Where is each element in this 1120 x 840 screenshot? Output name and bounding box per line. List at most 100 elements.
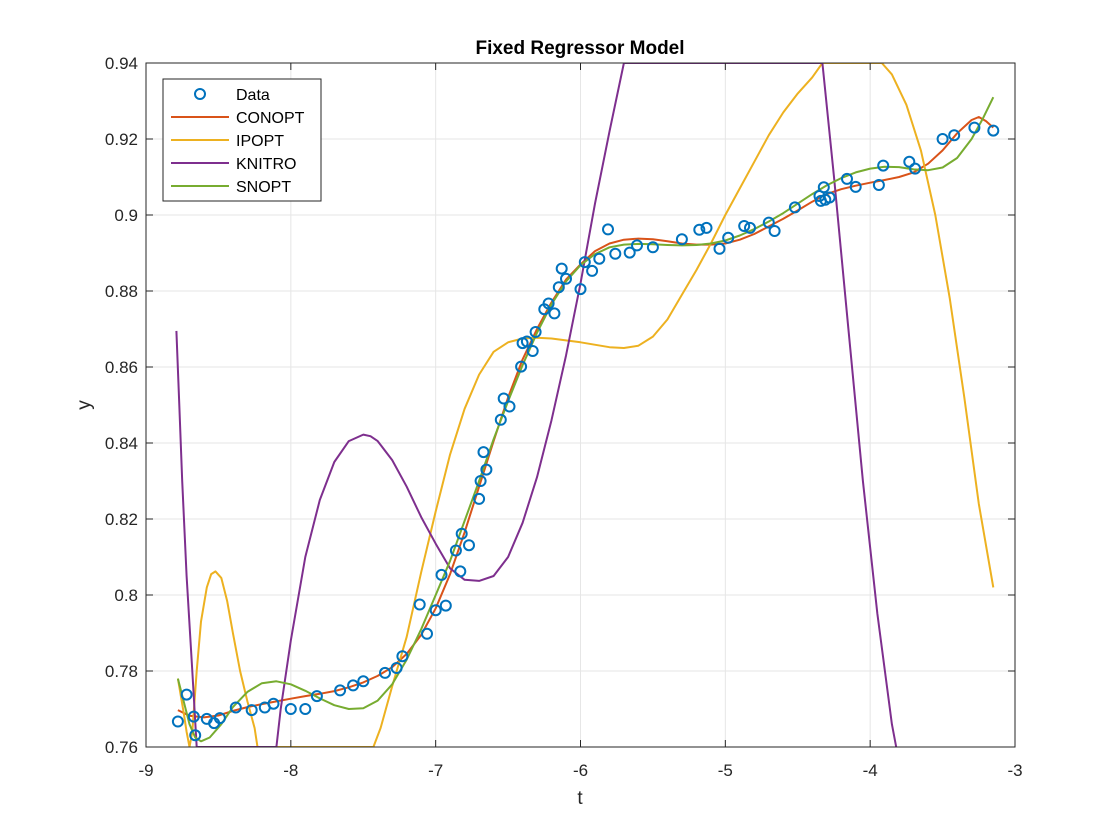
data-point	[310, 690, 323, 703]
data-point	[555, 262, 568, 275]
data-point	[817, 181, 830, 194]
data-point	[788, 201, 801, 214]
data-point	[497, 392, 510, 405]
data-point	[299, 703, 312, 715]
y-tick-label: 0.86	[105, 358, 138, 377]
data-point	[578, 256, 591, 269]
legend-label-conopt: CONOPT	[236, 110, 305, 127]
data-point	[494, 413, 507, 426]
legend-label-ipopt: IPOPT	[236, 133, 284, 150]
data-point	[473, 492, 486, 505]
data-point	[529, 326, 542, 338]
y-tick-label: 0.92	[105, 130, 138, 149]
data-point	[357, 675, 370, 688]
data-point	[552, 281, 565, 294]
data-point	[609, 247, 622, 260]
data-point	[439, 599, 452, 612]
data-point	[574, 283, 587, 296]
data-point	[744, 221, 756, 234]
legend-label-snopt: SNOPT	[236, 179, 291, 196]
y-tick-label: 0.94	[105, 54, 138, 73]
data-point	[421, 627, 433, 640]
data-point	[435, 568, 448, 581]
data-point	[548, 307, 561, 320]
data-point	[909, 162, 922, 175]
data-point	[477, 446, 490, 459]
data-point	[738, 220, 751, 232]
data-point	[841, 172, 853, 185]
chart-title: Fixed Regressor Model	[475, 38, 684, 59]
data-point	[762, 216, 775, 229]
data-point	[455, 527, 468, 540]
series-layer	[171, 63, 1000, 747]
data-point	[693, 223, 706, 236]
data-point	[449, 544, 462, 557]
knitro-series-line	[175, 63, 898, 747]
x-tick-label: -8	[283, 761, 298, 780]
data-point	[379, 666, 391, 679]
legend: Data CONOPT IPOPT KNITRO SNOPT	[162, 78, 322, 202]
tick-labels: -9 -8 -7 -6 -5 -4 -3 0.76 0.78 0.8 0.82 0.84 0.86 0.8…	[105, 54, 1023, 780]
x-tick-label: -9	[138, 761, 153, 780]
x-tick-label: -6	[573, 761, 588, 780]
data-point	[823, 191, 836, 204]
legend-marker-data	[194, 88, 206, 100]
data-point	[987, 124, 1000, 137]
data-point	[334, 684, 347, 697]
data-point	[187, 710, 200, 723]
data-point	[877, 159, 890, 172]
legend-label-knitro: KNITRO	[236, 156, 296, 173]
data-point	[631, 239, 643, 252]
data-point	[948, 129, 961, 142]
data-point	[722, 231, 735, 244]
data-point	[189, 729, 202, 742]
x-axis-label: t	[577, 788, 583, 809]
data-point	[872, 179, 885, 191]
data-point	[623, 246, 636, 259]
data-point	[903, 155, 916, 168]
y-tick-label: 0.88	[105, 282, 138, 301]
data-point	[503, 400, 516, 413]
y-tick-label: 0.82	[105, 510, 138, 529]
data-point	[474, 475, 487, 487]
x-tick-label: -3	[1007, 761, 1022, 780]
data-point	[390, 662, 403, 674]
data-point	[602, 223, 614, 236]
data-point	[520, 335, 533, 348]
data-point	[526, 345, 539, 357]
data-point	[267, 697, 280, 710]
x-tick-label: -4	[863, 761, 878, 780]
data-point	[480, 463, 493, 476]
x-tick-label: -7	[428, 761, 443, 780]
data-point	[968, 121, 981, 134]
data-point	[515, 360, 528, 373]
data-point	[700, 221, 713, 234]
data-point	[213, 712, 226, 725]
legend-label-data: Data	[236, 87, 270, 104]
data-point	[936, 133, 949, 145]
data-point	[171, 715, 184, 728]
data-point	[347, 679, 360, 692]
y-tick-label: 0.9	[114, 206, 138, 225]
data-point	[180, 688, 193, 701]
y-tick-label: 0.84	[105, 434, 138, 453]
data-point	[849, 180, 862, 193]
data-point	[542, 297, 555, 310]
data-point	[396, 650, 409, 663]
data-point	[586, 264, 599, 277]
data-point	[429, 604, 442, 617]
y-tick-label: 0.8	[114, 586, 138, 605]
data-point	[245, 704, 258, 717]
data-point	[284, 703, 297, 715]
data-point	[593, 252, 606, 265]
data-point	[454, 565, 467, 578]
data-point	[646, 241, 659, 254]
data-point	[463, 539, 475, 552]
data-point	[675, 233, 688, 246]
data-point	[229, 701, 242, 714]
y-tick-label: 0.76	[105, 738, 138, 757]
snopt-series-line	[176, 96, 995, 743]
data-point	[768, 225, 781, 237]
